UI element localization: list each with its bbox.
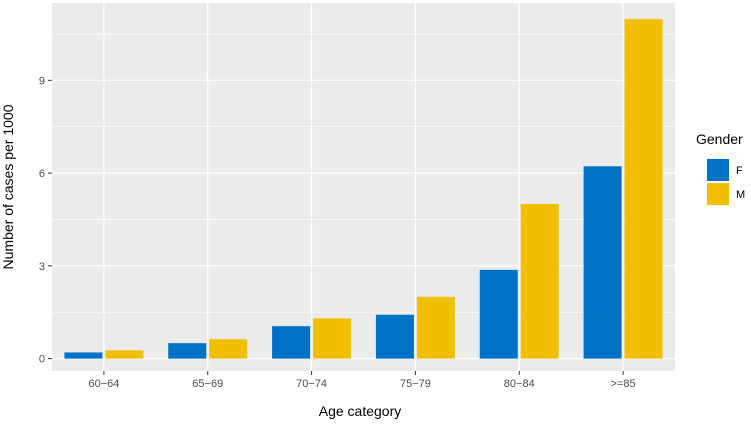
- y-axis: 0 3 6 9: [39, 75, 52, 366]
- legend-key-F: [707, 159, 729, 181]
- y-axis-title: Number of cases per 1000: [0, 104, 16, 269]
- bar-F-1: [168, 343, 207, 359]
- x-tick-label: 80−84: [504, 378, 535, 390]
- x-axis: 60−64 65−69 70−74 75−79 80−84 >=85: [88, 371, 636, 390]
- bar-M-1: [209, 339, 248, 359]
- bar-F-0: [64, 352, 103, 359]
- x-tick-label: 60−64: [88, 378, 119, 390]
- x-tick-label: 65−69: [192, 378, 223, 390]
- bar-M-3: [416, 296, 455, 359]
- x-axis-title: Age category: [319, 403, 402, 419]
- bar-M-0: [105, 350, 144, 359]
- legend-label-M: M: [736, 189, 745, 201]
- legend: Gender FM: [696, 131, 745, 205]
- plot-panel: [52, 3, 675, 371]
- bar-F-3: [375, 314, 414, 359]
- x-tick-label: 75−79: [400, 378, 431, 390]
- legend-key-M: [707, 183, 729, 205]
- bar-F-2: [272, 326, 311, 359]
- x-tick-label: >=85: [611, 378, 636, 390]
- bar-F-4: [479, 269, 518, 359]
- bar-F-5: [583, 166, 622, 359]
- y-tick-label: 6: [39, 168, 45, 180]
- legend-title: Gender: [696, 131, 743, 147]
- y-tick-label: 3: [39, 261, 45, 273]
- grid-lines: [52, 3, 675, 371]
- y-tick-label: 0: [39, 354, 45, 366]
- y-tick-label: 9: [39, 75, 45, 87]
- legend-label-F: F: [736, 165, 743, 177]
- bars: [64, 19, 663, 359]
- bar-M-2: [313, 318, 352, 359]
- x-tick-label: 70−74: [296, 378, 327, 390]
- bar-M-4: [520, 204, 559, 359]
- bar-M-5: [624, 19, 663, 359]
